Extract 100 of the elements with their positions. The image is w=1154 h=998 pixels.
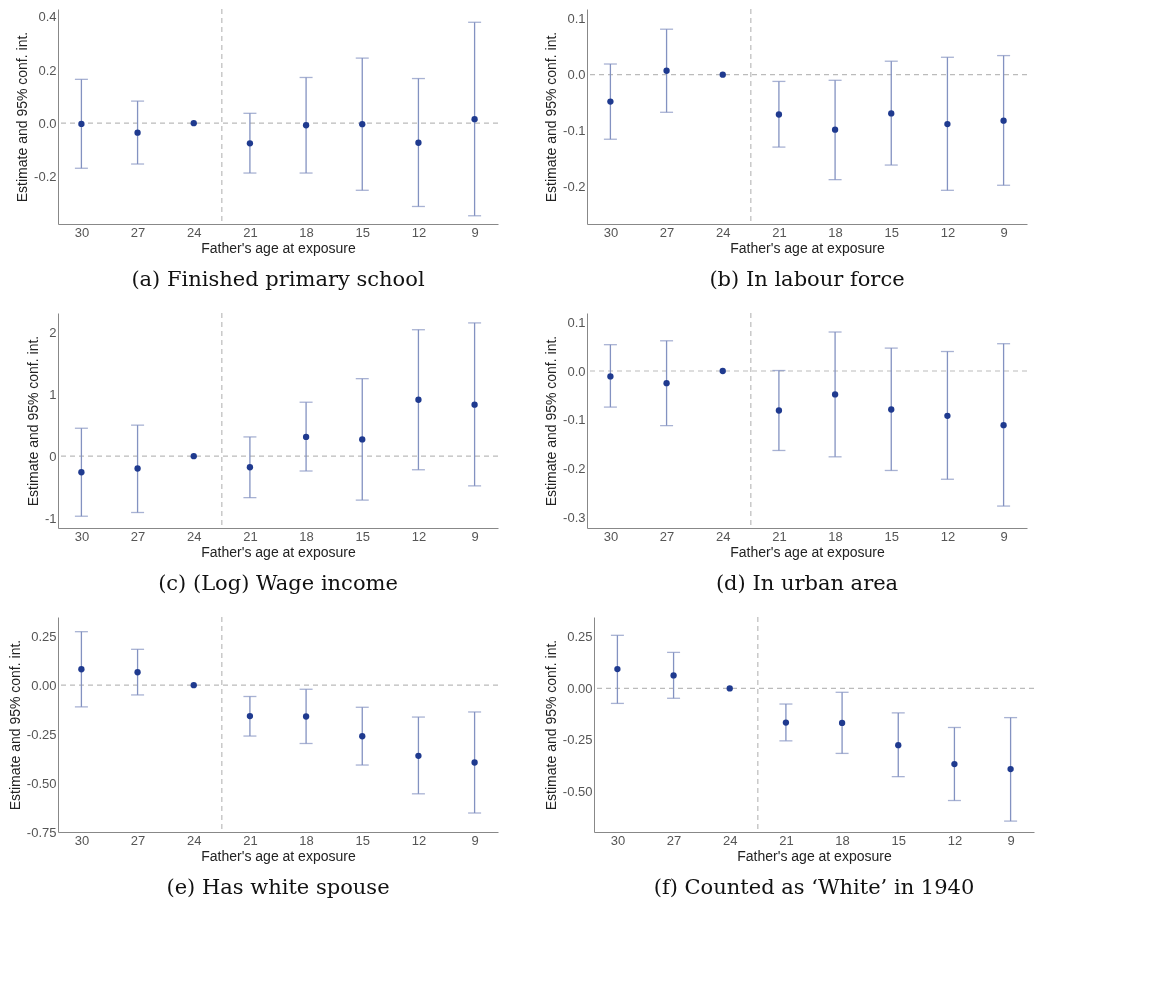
x-tick-label: 12 [411, 528, 427, 544]
y-tick-label: 0.0 [567, 363, 586, 379]
point [246, 140, 254, 147]
point [719, 367, 726, 375]
x-tick-label: 27 [130, 528, 146, 544]
x-tick-label: 21 [772, 528, 787, 544]
point [415, 396, 422, 403]
x-axis-title: Father's age at exposure [201, 543, 356, 560]
point [246, 464, 254, 471]
x-tick-label: 18 [835, 832, 850, 848]
point [607, 98, 614, 105]
y-tick-label: 1 [49, 386, 57, 402]
x-tick-label: 12 [411, 832, 427, 848]
point [888, 406, 895, 413]
point [895, 742, 902, 749]
x-tick-label: 21 [772, 224, 787, 240]
y-axis-title: Estimate and 95% conf. int. [6, 639, 23, 811]
y-tick-label: -0.2 [563, 179, 586, 195]
point [1000, 421, 1007, 429]
y-tick-label: -0.1 [563, 123, 586, 139]
point [775, 407, 783, 414]
point [663, 380, 670, 387]
x-tick-label: 24 [716, 528, 731, 544]
x-tick-label: 21 [243, 528, 258, 544]
x-tick-label: 9 [1000, 224, 1008, 240]
point [782, 719, 790, 726]
point [775, 111, 783, 118]
x-axis-title: Father's age at exposure [730, 239, 885, 256]
y-tick-label: -0.75 [26, 824, 57, 840]
y-tick-label: 0.1 [567, 11, 586, 27]
y-tick-label: 0.25 [567, 629, 593, 645]
point [359, 733, 366, 740]
x-tick-label: 15 [355, 528, 370, 544]
x-tick-label: 21 [779, 832, 794, 848]
point [359, 436, 366, 443]
y-tick-label: 0.00 [31, 677, 57, 693]
x-tick-label: 12 [947, 832, 963, 848]
x-tick-label: 24 [187, 528, 202, 544]
y-tick-label: 0.00 [567, 680, 593, 696]
point [614, 665, 621, 673]
point [719, 71, 726, 78]
x-tick-label: 30 [74, 528, 90, 544]
x-tick-label: 27 [659, 528, 675, 544]
x-tick-label: 18 [299, 832, 314, 848]
y-tick-label: 0.2 [38, 62, 57, 78]
y-tick-label: 0.0 [567, 67, 586, 83]
text: (b) In labour force [709, 267, 905, 291]
x-tick-label: 18 [299, 528, 314, 544]
point [1000, 117, 1007, 124]
x-tick-label: 27 [666, 832, 682, 848]
point [831, 126, 839, 133]
x-tick-label: 30 [74, 224, 90, 240]
y-tick-label: -0.1 [563, 412, 586, 428]
y-tick-label: -1 [44, 510, 57, 526]
point [78, 469, 85, 476]
point [663, 67, 670, 74]
x-tick-label: 24 [716, 224, 731, 240]
x-tick-label: 18 [299, 224, 314, 240]
y-axis-title: Estimate and 95% conf. int. [542, 639, 559, 811]
point [78, 666, 85, 673]
y-tick-label: -0.3 [563, 509, 586, 525]
x-tick-label: 24 [187, 832, 202, 848]
text: (d) In urban area [715, 571, 899, 595]
x-tick-label: 9 [471, 224, 479, 240]
text: (e) Has white spouse [166, 875, 390, 899]
x-tick-label: 9 [471, 528, 479, 544]
y-tick-label: 0.4 [38, 9, 57, 25]
point [471, 116, 478, 123]
point [944, 120, 951, 128]
x-tick-label: 21 [243, 832, 258, 848]
point [302, 713, 310, 720]
point [471, 401, 478, 408]
x-tick-label: 30 [610, 832, 626, 848]
x-tick-label: 24 [187, 224, 202, 240]
y-tick-label: 0 [49, 448, 57, 464]
point [415, 139, 422, 146]
y-tick-label: -0.25 [562, 732, 593, 748]
point [190, 452, 197, 460]
x-tick-label: 15 [884, 528, 899, 544]
point [134, 669, 141, 676]
x-tick-label: 12 [411, 224, 427, 240]
y-tick-label: -0.50 [562, 783, 593, 799]
x-tick-label: 24 [723, 832, 738, 848]
y-axis-title: Estimate and 95% conf. int. [543, 31, 560, 203]
point [944, 412, 951, 420]
y-axis-title: Estimate and 95% conf. int. [24, 335, 41, 507]
point [888, 110, 895, 117]
point [302, 122, 310, 129]
point [951, 760, 958, 768]
text: (f) Counted as ‘White’ in 1940 [653, 875, 975, 899]
point [190, 681, 197, 689]
x-tick-label: 15 [355, 224, 370, 240]
x-tick-label: 27 [130, 224, 146, 240]
y-tick-label: 0.25 [31, 628, 57, 644]
y-axis-title: Estimate and 95% conf. int. [14, 31, 31, 203]
x-tick-label: 12 [940, 528, 956, 544]
x-tick-label: 15 [355, 832, 370, 848]
x-tick-label: 30 [603, 528, 619, 544]
x-tick-label: 18 [828, 224, 843, 240]
x-tick-label: 9 [1007, 832, 1015, 848]
